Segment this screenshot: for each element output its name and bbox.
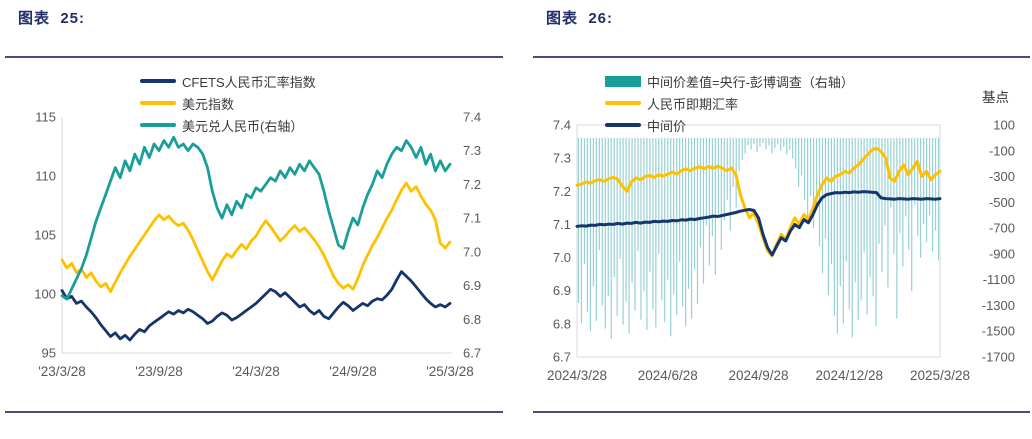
legend-item: CFETS人民币汇率指数 bbox=[140, 70, 316, 92]
axis-tick-label: 7.3 bbox=[463, 143, 481, 158]
axis-tick-label: 105 bbox=[34, 228, 56, 243]
axis-tick-label: 6.9 bbox=[553, 283, 571, 298]
axis-tick-label: 6.8 bbox=[463, 312, 481, 327]
axis-tick-label: 7.1 bbox=[463, 211, 481, 226]
axis-tick-label: 6.8 bbox=[553, 316, 571, 331]
figure-26-bottom-rule bbox=[533, 411, 1030, 413]
left-axis-ticks: 7.4 7.3 7.2 7.1 7.0 6.9 6.8 6.7 bbox=[553, 118, 571, 365]
figure-26-chart-area: 中间价差值=央行-彭博调查（右轴） 人民币即期汇率 中间价 7.4 7.3 7.2 7.1… bbox=[539, 68, 1028, 400]
x-axis-tick-label: '23/9/28 bbox=[135, 364, 183, 379]
figure-26: 图表 26: 中间价差值=央行-彭博调查（右轴） 人民币即期汇率 中间价 7.4 7.… bbox=[533, 0, 1032, 439]
figure-25-bottom-rule bbox=[5, 411, 503, 413]
axis-tick-label: 100 bbox=[993, 118, 1015, 133]
axis-tick-label: -100 bbox=[989, 143, 1015, 158]
legend-bar-swatch bbox=[605, 75, 641, 87]
axis-tick-label: 7.2 bbox=[463, 177, 481, 192]
legend-label: 美元指数 bbox=[182, 96, 235, 112]
x-axis-tick-label: '24/9/28 bbox=[329, 364, 377, 379]
axis-tick-label: 7.0 bbox=[553, 250, 571, 265]
axis-tick-label: 100 bbox=[34, 287, 56, 302]
bar-series bbox=[577, 137, 940, 339]
axis-tick-label: -1500 bbox=[982, 324, 1015, 339]
x-axis-tick-label: 2024/12/28 bbox=[815, 368, 883, 383]
axis-tick-label: 7.0 bbox=[463, 244, 481, 259]
x-axis-ticks: 2024/3/28 2024/6/28 2024/9/28 2024/12/28 202… bbox=[547, 368, 970, 383]
figure-26-title-rule bbox=[533, 56, 1030, 58]
x-axis-tick-label: 2024/3/28 bbox=[547, 368, 607, 383]
line-series bbox=[60, 270, 452, 342]
x-axis-tick-label: '23/3/28 bbox=[38, 364, 86, 379]
legend-item: 人民币即期汇率 bbox=[605, 92, 854, 114]
x-axis-tick-label: '24/3/28 bbox=[232, 364, 280, 379]
x-axis-ticks: '23/3/28 '23/9/28 '24/3/28 '24/9/28 '25/3/28 bbox=[38, 364, 474, 379]
legend-label: 中间价 bbox=[647, 118, 687, 134]
axis-tick-label: -500 bbox=[989, 195, 1015, 210]
line-series bbox=[575, 146, 942, 258]
right-axis-unit-label: 基点 bbox=[982, 89, 1009, 105]
line-series bbox=[60, 135, 452, 301]
figure-25: 图表 25: CFETS人民币汇率指数 美元指数美元兑人民币(右轴） 115 110… bbox=[5, 0, 505, 439]
figure-25-legend: CFETS人民币汇率指数 美元指数美元兑人民币(右轴） bbox=[140, 70, 316, 136]
axis-tick-label: 6.9 bbox=[463, 278, 481, 293]
axis-tick-label: 7.2 bbox=[553, 184, 571, 199]
figure-26-legend: 中间价差值=央行-彭博调查（右轴） 人民币即期汇率 中间价 bbox=[605, 70, 854, 136]
line-series bbox=[575, 190, 942, 257]
legend-item: 美元兑人民币(右轴） bbox=[140, 114, 316, 136]
axis-tick-label: -1300 bbox=[982, 298, 1015, 313]
legend-label: 美元兑人民币(右轴） bbox=[182, 118, 304, 134]
axis-tick-label: 115 bbox=[35, 110, 56, 125]
axis-tick-label: -1700 bbox=[982, 350, 1015, 365]
x-axis-tick-label: 2024/6/28 bbox=[638, 368, 698, 383]
legend-label: 中间价差值=央行-彭博调查（右轴） bbox=[647, 74, 854, 90]
figure-25-title: 图表 25: bbox=[18, 10, 86, 27]
legend-item: 中间价 bbox=[605, 114, 854, 136]
x-axis-tick-label: 2024/9/28 bbox=[728, 368, 788, 383]
axis-tick-label: 7.3 bbox=[553, 151, 571, 166]
axis-tick-label: 110 bbox=[35, 169, 56, 184]
plot-frame bbox=[576, 124, 941, 358]
legend-line-swatch bbox=[140, 101, 176, 105]
legend-label: 人民币即期汇率 bbox=[647, 96, 739, 112]
legend-item: 美元指数 bbox=[140, 92, 316, 114]
legend-line-swatch bbox=[140, 123, 176, 127]
axis-tick-label: -1100 bbox=[983, 272, 1015, 287]
legend-label: CFETS人民币汇率指数 bbox=[182, 74, 316, 90]
x-axis-tick-label: 2025/3/28 bbox=[910, 368, 970, 383]
line-series bbox=[60, 181, 452, 294]
figure-25-chart-area: CFETS人民币汇率指数 美元指数美元兑人民币(右轴） 115 110 105 100 9… bbox=[16, 68, 488, 400]
plot-frame bbox=[61, 117, 452, 354]
legend-line-swatch bbox=[605, 101, 641, 105]
right-axis-ticks: 7.4 7.3 7.2 7.1 7.0 6.9 6.8 6.7 bbox=[463, 110, 481, 361]
axis-tick-label: 6.7 bbox=[553, 350, 571, 365]
figure-25-title-rule bbox=[5, 56, 503, 58]
figure-26-title: 图表 26: bbox=[546, 10, 614, 27]
axis-tick-label: 6.7 bbox=[463, 346, 481, 361]
axis-tick-label: -700 bbox=[989, 221, 1015, 236]
axis-tick-label: -900 bbox=[989, 246, 1015, 261]
axis-tick-label: 7.1 bbox=[553, 217, 571, 232]
legend-item: 中间价差值=央行-彭博调查（右轴） bbox=[605, 70, 854, 92]
left-axis-ticks: 115 110 105 100 95 bbox=[34, 110, 56, 361]
axis-tick-label: -300 bbox=[989, 169, 1015, 184]
legend-line-swatch bbox=[140, 79, 176, 83]
axis-tick-label: 7.4 bbox=[463, 110, 481, 125]
x-axis-tick-label: '25/3/28 bbox=[426, 364, 474, 379]
axis-tick-label: 95 bbox=[42, 346, 56, 361]
right-axis-ticks: 100 -100 -300 -500 -700 -900 -1100 -1300 -1500 -1… bbox=[982, 118, 1015, 365]
axis-tick-label: 7.4 bbox=[553, 118, 571, 133]
figure-26-plot: 7.4 7.3 7.2 7.1 7.0 6.9 6.8 6.7 100 -100 -300 -500 -… bbox=[547, 89, 1015, 383]
legend-line-swatch bbox=[605, 123, 641, 127]
figure-25-plot: 115 110 105 100 95 7.4 7.3 7.2 7.1 7.0 6.9 6.8 6.7 '2… bbox=[34, 110, 481, 380]
